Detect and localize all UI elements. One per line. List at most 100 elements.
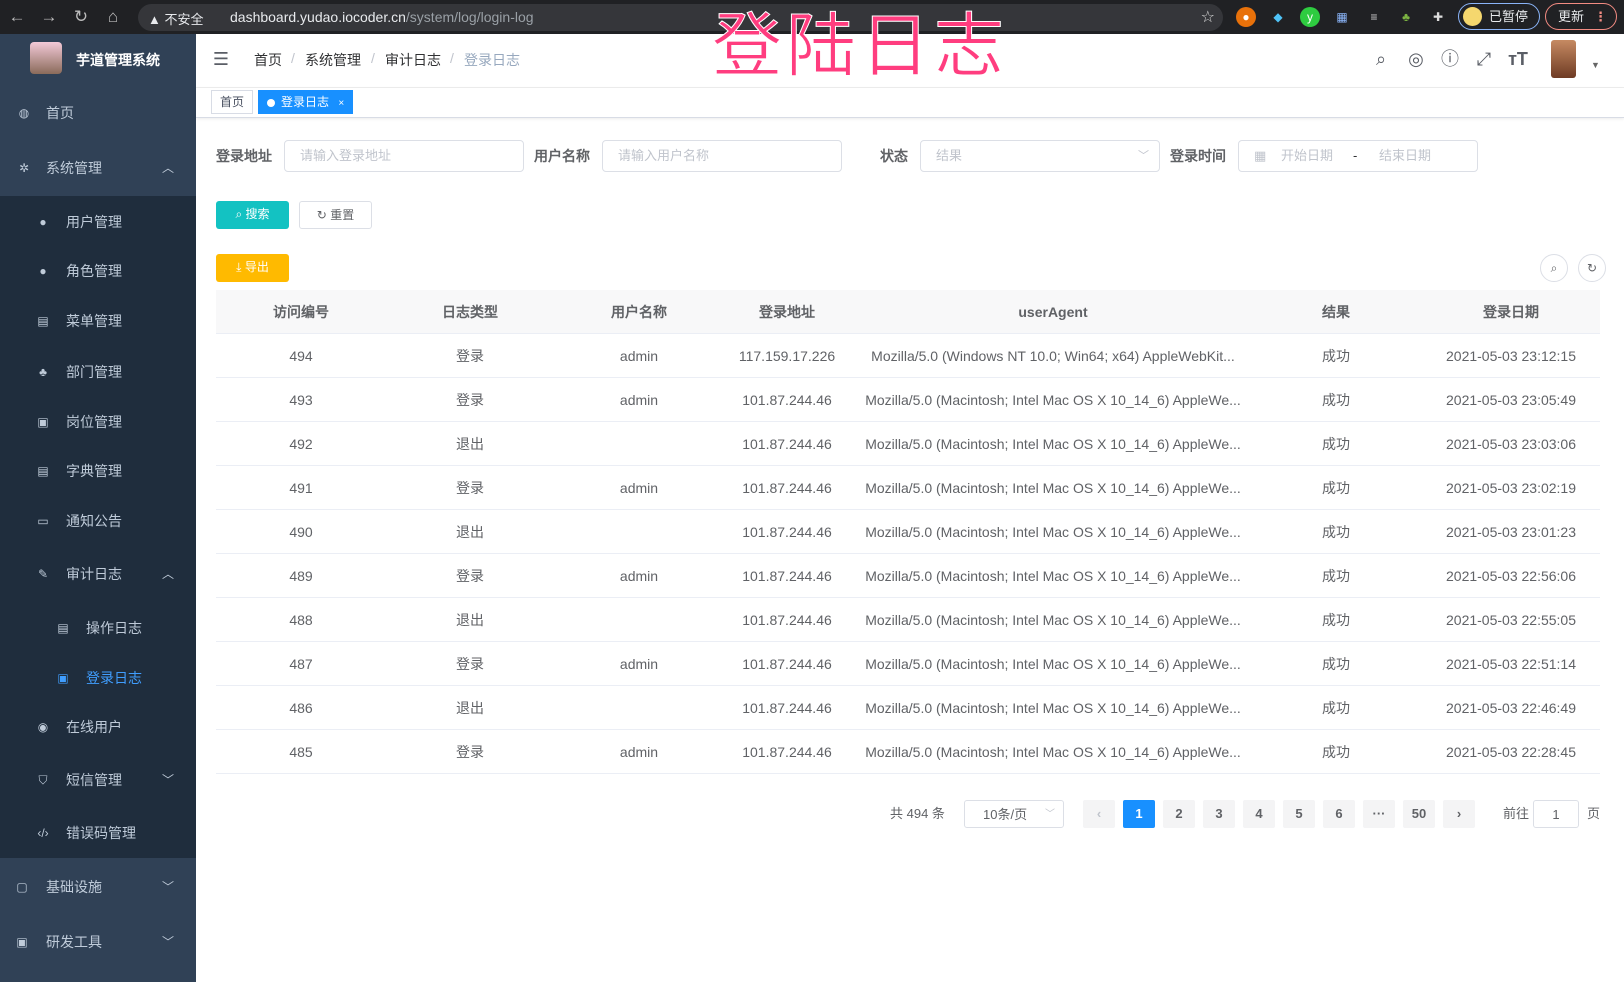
breadcrumb-system[interactable]: 系统管理 bbox=[305, 52, 361, 68]
ip-input[interactable]: 请输入登录地址 bbox=[284, 140, 524, 172]
sidebar-item-devtools[interactable]: ▣ 研发工具 ﹀ bbox=[0, 922, 196, 962]
table-cell: 成功 bbox=[1322, 700, 1350, 716]
extension-y-icon[interactable]: y bbox=[1300, 7, 1320, 27]
close-icon[interactable]: × bbox=[338, 98, 345, 109]
sidebar-item-audit[interactable]: ✎ 审计日志 ︿ bbox=[0, 554, 196, 594]
sidebar-item-role[interactable]: ● 角色管理 bbox=[0, 251, 196, 291]
tool-icon: ▣ bbox=[16, 935, 28, 949]
goto-page-input[interactable]: 1 bbox=[1533, 800, 1579, 828]
next-page-button[interactable]: › bbox=[1443, 800, 1475, 828]
table-cell: 成功 bbox=[1322, 348, 1350, 364]
sidebar-item-error-code[interactable]: ‹/› 错误码管理 bbox=[0, 813, 196, 853]
export-button[interactable]: ⤓ 导出 bbox=[216, 254, 289, 282]
extension-leaf-icon[interactable]: ♣ bbox=[1402, 10, 1410, 24]
back-icon[interactable]: ← bbox=[8, 7, 26, 26]
breadcrumb-home[interactable]: 首页 bbox=[254, 52, 282, 68]
chevron-down-icon: ﹀ bbox=[1045, 809, 1055, 820]
sidebar-item-menu[interactable]: ▤ 菜单管理 bbox=[0, 301, 196, 341]
extension-gem-icon[interactable]: ◆ bbox=[1273, 10, 1283, 24]
end-date[interactable]: 结束日期 bbox=[1379, 148, 1432, 163]
sidebar-item-operate-log[interactable]: ▤ 操作日志 bbox=[0, 608, 196, 648]
toggle-search-icon[interactable]: ⌕ bbox=[1540, 254, 1568, 282]
reset-button[interactable]: ↻ 重置 bbox=[299, 201, 372, 229]
extension-icon[interactable]: ● bbox=[1236, 7, 1256, 27]
fullscreen-icon[interactable]: ⤢ bbox=[1476, 49, 1492, 69]
status-select[interactable]: 结果 ﹀ bbox=[920, 140, 1160, 172]
extensions-puzzle-icon[interactable]: ✚ bbox=[1432, 10, 1444, 24]
chevron-down-icon: ﹀ bbox=[161, 773, 174, 787]
sidebar-item-label: 审计日志 bbox=[66, 566, 122, 582]
home-icon[interactable]: ⌂ bbox=[107, 7, 119, 26]
font-size-icon[interactable]: ᴛT bbox=[1508, 49, 1528, 69]
refresh-icon: ↻ bbox=[316, 208, 331, 222]
page-button[interactable]: 2 bbox=[1163, 800, 1195, 828]
table-cell: 登录 bbox=[456, 392, 484, 408]
monitor-icon: ▢ bbox=[16, 880, 28, 894]
bookmark-star-icon[interactable]: ☆ bbox=[1200, 9, 1215, 26]
sidebar-item-notice[interactable]: ▭ 通知公告 bbox=[0, 501, 196, 541]
sidebar-item-label: 通知公告 bbox=[66, 513, 122, 529]
search-icon[interactable]: ⌕ bbox=[1375, 49, 1387, 69]
table-row[interactable]: 487 登录 admin 101.87.244.46 Mozilla/5.0 (Maci… bbox=[216, 642, 1600, 686]
start-date[interactable]: 开始日期 bbox=[1281, 148, 1334, 163]
table-cell: 101.87.244.46 bbox=[742, 436, 832, 452]
sidebar-item-system[interactable]: ✲ 系统管理 ︿ bbox=[0, 148, 196, 188]
sidebar-item-post[interactable]: ▣ 岗位管理 bbox=[0, 402, 196, 442]
table-row[interactable]: 493 登录 admin 101.87.244.46 Mozilla/5.0 (Maci… bbox=[216, 378, 1600, 422]
page-button[interactable]: 50 bbox=[1403, 800, 1435, 828]
sidebar-item-dict[interactable]: ▤ 字典管理 bbox=[0, 451, 196, 491]
page-button[interactable]: 5 bbox=[1283, 800, 1315, 828]
table-row[interactable]: 485 登录 admin 101.87.244.46 Mozilla/5.0 (Maci… bbox=[216, 730, 1600, 774]
hamburger-icon[interactable]: ☰ bbox=[212, 49, 230, 69]
sidebar-item-dept[interactable]: ♣ 部门管理 bbox=[0, 352, 196, 392]
page-button[interactable]: 3 bbox=[1203, 800, 1235, 828]
table-row[interactable]: 488 退出 101.87.244.46 Mozilla/5.0 (Macintosh… bbox=[216, 598, 1600, 642]
username-input[interactable]: 请输入用户名称 bbox=[602, 140, 842, 172]
address-bar[interactable]: ▲ 不安全 dashboard.yudao.iocoder.cn/system/… bbox=[138, 4, 1223, 31]
refresh-icon[interactable]: ↻ bbox=[1578, 254, 1606, 282]
range-separator: - bbox=[1353, 148, 1358, 163]
table-cell: 101.87.244.46 bbox=[742, 524, 832, 540]
prev-page-button[interactable]: ‹ bbox=[1083, 800, 1115, 828]
page-button[interactable]: 4 bbox=[1243, 800, 1275, 828]
page-button[interactable]: 6 bbox=[1323, 800, 1355, 828]
extension-grid-icon[interactable]: ▦ bbox=[1336, 10, 1348, 24]
github-icon[interactable]: ◎ bbox=[1408, 49, 1424, 69]
update-button[interactable]: 更新 ⋮ bbox=[1545, 3, 1617, 30]
avatar[interactable] bbox=[1551, 40, 1576, 78]
extension-on-icon[interactable]: ≡ bbox=[1370, 10, 1378, 24]
forward-icon[interactable]: → bbox=[40, 7, 58, 26]
profile-button[interactable]: 已暂停 bbox=[1458, 3, 1540, 30]
reload-icon[interactable]: ↻ bbox=[73, 7, 89, 26]
sidebar-item-label: 系统管理 bbox=[46, 160, 102, 176]
help-icon[interactable]: ⓘ bbox=[1441, 49, 1459, 69]
tag-login-log[interactable]: 登录日志 × bbox=[258, 90, 354, 114]
table-row[interactable]: 494 登录 admin 117.159.17.226 Mozilla/5.0 (Win… bbox=[216, 334, 1600, 378]
sidebar-item-infra[interactable]: ▢ 基础设施 ﹀ bbox=[0, 867, 196, 907]
tag-home[interactable]: 首页 bbox=[211, 90, 254, 114]
caret-down-icon[interactable]: ▼ bbox=[1591, 60, 1600, 70]
sidebar-item-sms[interactable]: ⛉ 短信管理 ﹀ bbox=[0, 760, 196, 800]
table-cell: admin bbox=[619, 480, 659, 496]
search-button[interactable]: ⌕ 搜索 bbox=[216, 201, 289, 229]
sidebar-item-user[interactable]: ● 用户管理 bbox=[0, 202, 196, 242]
goto-label: 前往 bbox=[1503, 806, 1530, 821]
table-row[interactable]: 490 退出 101.87.244.46 Mozilla/5.0 (Macintosh… bbox=[216, 510, 1600, 554]
table-row[interactable]: 486 退出 101.87.244.46 Mozilla/5.0 (Macintosh… bbox=[216, 686, 1600, 730]
sidebar-item-home[interactable]: ◍ 首页 bbox=[0, 93, 196, 133]
sidebar-item-online[interactable]: ◉ 在线用户 bbox=[0, 707, 196, 747]
table-cell: admin bbox=[619, 348, 659, 364]
page-size-select[interactable]: 10条/页 ﹀ bbox=[964, 800, 1064, 828]
page-button[interactable]: ··· bbox=[1363, 800, 1395, 828]
page-button[interactable]: 1 bbox=[1123, 800, 1155, 828]
breadcrumb-audit[interactable]: 审计日志 bbox=[385, 52, 441, 68]
chevron-down-icon: ﹀ bbox=[161, 880, 174, 894]
sidebar-item-login-log[interactable]: ▣ 登录日志 bbox=[0, 658, 196, 698]
chevron-up-icon: ︿ bbox=[161, 567, 174, 581]
table-cell: 成功 bbox=[1322, 568, 1350, 584]
table-row[interactable]: 491 登录 admin 101.87.244.46 Mozilla/5.0 (Maci… bbox=[216, 466, 1600, 510]
table-row[interactable]: 489 登录 admin 101.87.244.46 Mozilla/5.0 (Maci… bbox=[216, 554, 1600, 598]
table-row[interactable]: 492 退出 101.87.244.46 Mozilla/5.0 (Macintosh… bbox=[216, 422, 1600, 466]
date-range-picker[interactable]: ▦ 开始日期 - 结束日期 bbox=[1238, 140, 1478, 172]
breadcrumb-separator: / bbox=[371, 50, 375, 66]
